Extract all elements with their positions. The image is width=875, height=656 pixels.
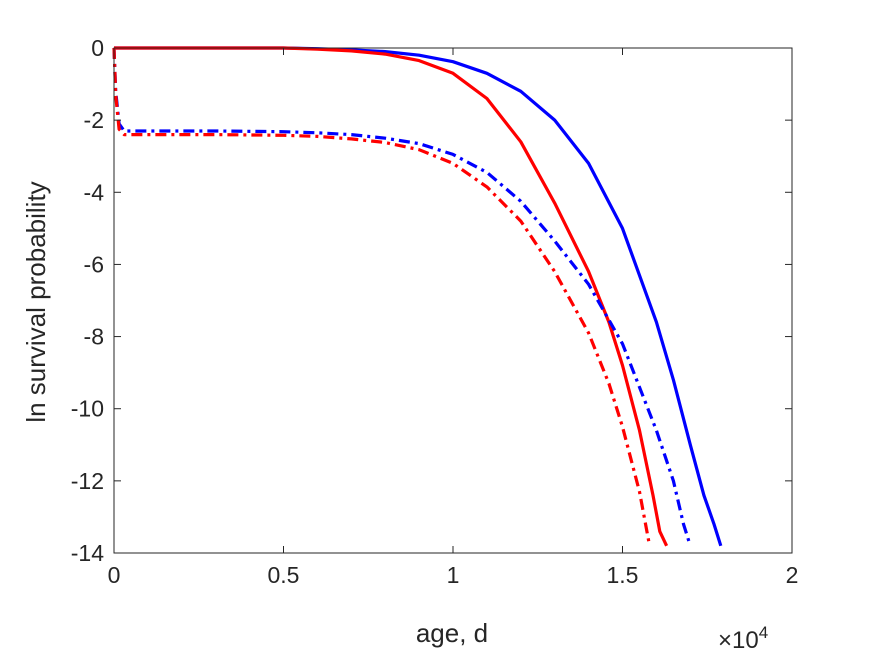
x-exponent-power: 4 xyxy=(759,623,768,642)
y-tick-label: -12 xyxy=(71,468,104,494)
x-exponent-times: × xyxy=(718,627,732,654)
x-axis-exponent: ×104 xyxy=(718,623,768,654)
series-line-3 xyxy=(112,47,692,547)
x-tick-label: 0 xyxy=(108,562,121,588)
y-tick-label: 0 xyxy=(91,35,104,61)
y-tick-label: -8 xyxy=(84,324,104,350)
x-tick-label: 1 xyxy=(447,562,460,588)
x-exponent-base: 10 xyxy=(732,627,759,654)
x-tick-label: 0.5 xyxy=(268,562,300,588)
plot-background xyxy=(114,48,792,553)
series-line-4 xyxy=(112,47,652,547)
y-tick-label: -2 xyxy=(84,107,104,133)
x-tick-label: 1.5 xyxy=(607,562,639,588)
y-tick-label: -4 xyxy=(84,179,105,205)
x-axis-label: age, d xyxy=(416,618,488,648)
x-tick-label: 2 xyxy=(786,562,799,588)
y-tick-label: -6 xyxy=(84,251,104,277)
axes-layer: 0 0.5 1 1.5 2 0 -2 -4 -6 -8 -10 -12 -14 xyxy=(71,35,799,588)
y-tick-label: -10 xyxy=(71,396,104,422)
y-axis-label: ln survival probability xyxy=(21,181,51,422)
plot-area xyxy=(114,48,792,553)
y-tick-label: -14 xyxy=(71,540,104,566)
